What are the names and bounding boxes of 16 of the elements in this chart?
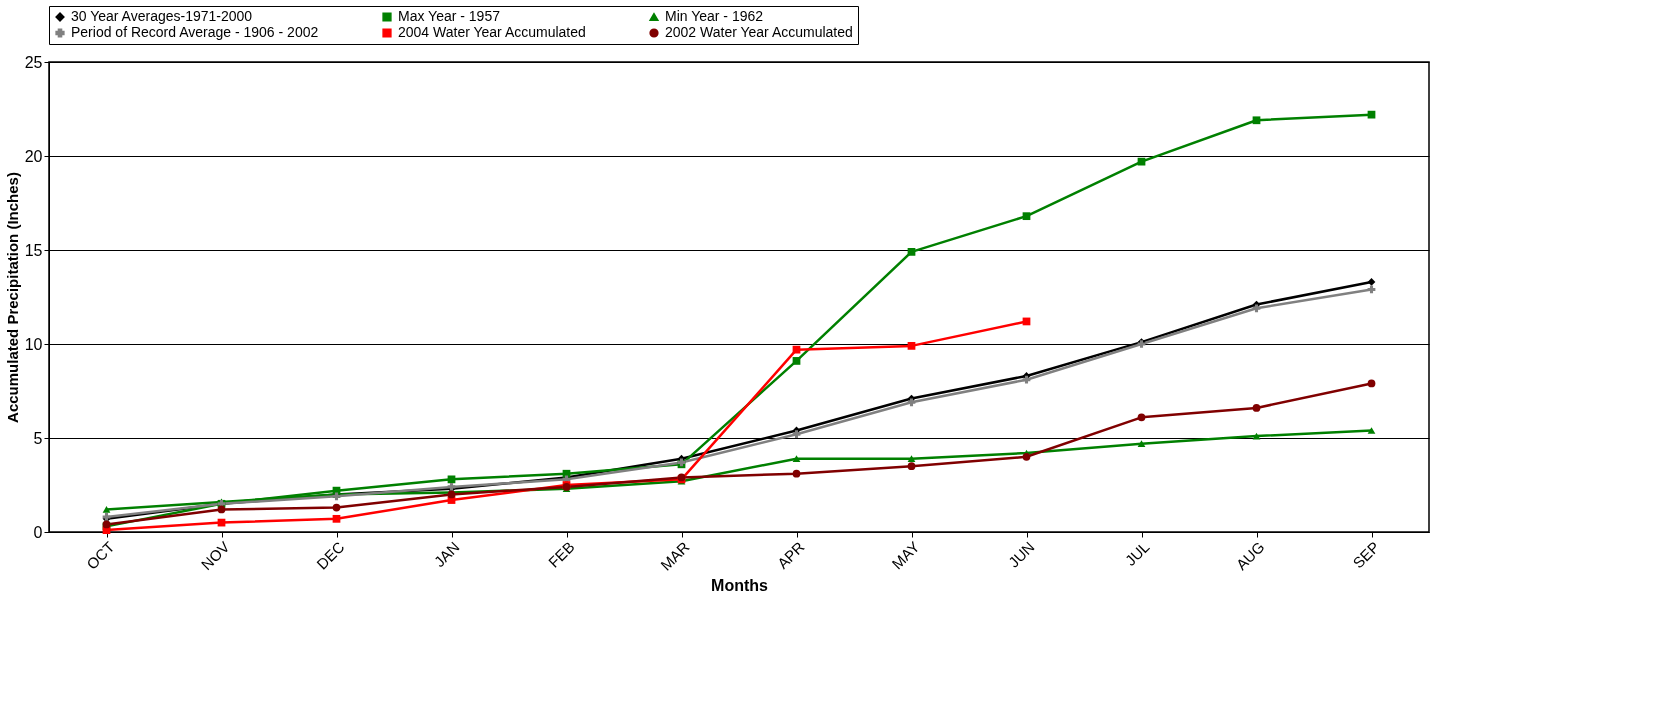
y-tick-label: 10 <box>24 335 43 353</box>
legend-label: 30 Year Averages-1971-2000 <box>71 8 253 24</box>
x-axis-title: Months <box>711 576 769 594</box>
legend-label: 2002 Water Year Accumulated <box>665 24 853 40</box>
x-tick-label: JAN <box>430 538 463 571</box>
legend-label: 2004 Water Year Accumulated <box>398 24 586 40</box>
y-tick-label: 15 <box>24 241 43 259</box>
legend-label: Max Year - 1957 <box>398 8 501 24</box>
y-tick-label: 0 <box>33 523 43 541</box>
x-tick-label: JUL <box>1121 538 1153 569</box>
legend-label: Min Year - 1962 <box>665 8 764 24</box>
y-tick-label: 25 <box>24 53 43 71</box>
legend-label: Period of Record Average - 1906 - 2002 <box>71 24 319 40</box>
y-tick-label: 5 <box>33 429 43 447</box>
y-tick-label: 20 <box>24 147 43 165</box>
y-axis-title: Accumulated Precipitation (Inches) <box>3 172 21 423</box>
